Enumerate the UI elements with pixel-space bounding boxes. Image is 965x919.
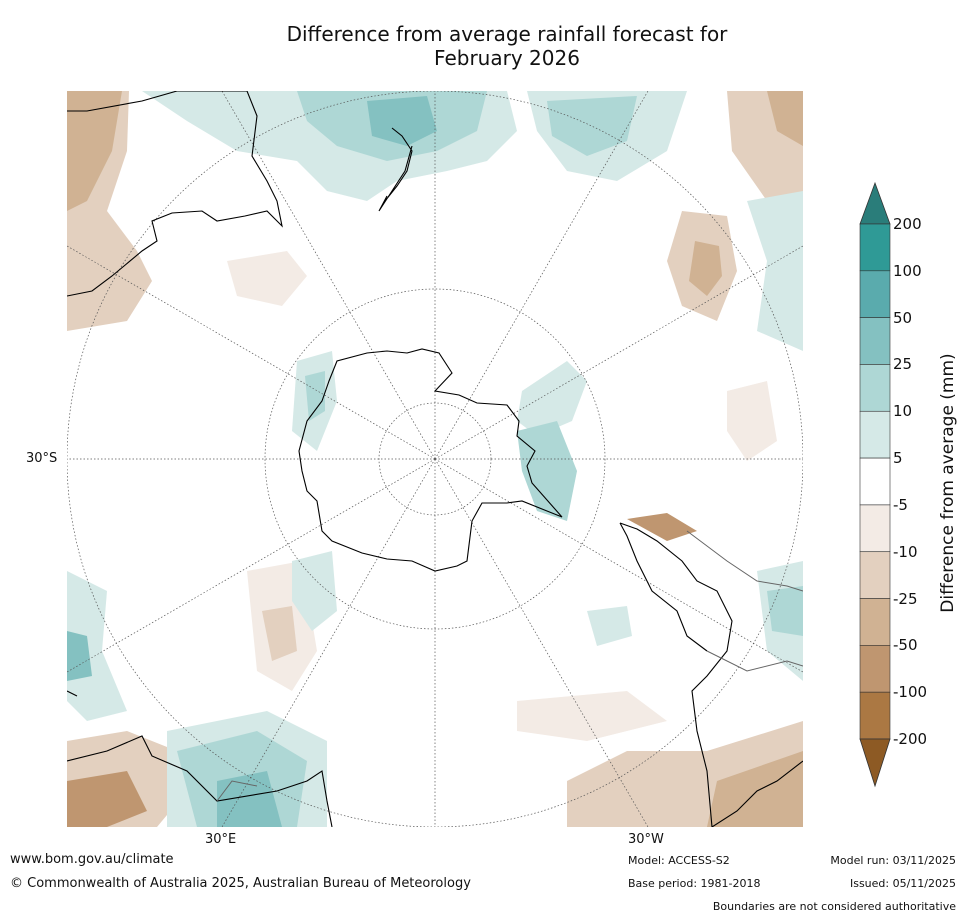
colorbar-tick-label: 25 (893, 355, 913, 374)
issued-text: Issued: 05/11/2025 (849, 877, 956, 890)
chart-title: Difference from average rainfall forecas… (0, 22, 965, 70)
dry-region-ne-core (767, 91, 803, 146)
dry-region-east-pacific-small (727, 381, 777, 461)
website-text: www.bom.gov.au/climate (10, 852, 174, 867)
colorbar-extend-over (859, 181, 891, 225)
dry-region-indian (227, 251, 307, 306)
model-run-text: Model run: 03/11/2025 (830, 854, 956, 867)
dry-region-andes (627, 513, 697, 541)
model-text: Model: ACCESS-S2 (628, 854, 730, 867)
borders (216, 530, 803, 802)
colorbar-segment (859, 504, 891, 553)
wet-region-se-pacific-core (767, 586, 803, 636)
title-line-1: Difference from average rainfall forecas… (286, 22, 728, 46)
coastlines (67, 91, 803, 827)
colorbar-tick-label: -10 (893, 542, 918, 561)
dry-region-south-pacific-band (517, 691, 667, 741)
wet-region-se-pacific-small (587, 606, 632, 646)
wet-region-pacific-north-core (547, 96, 637, 156)
colorbar-tick-label: -50 (893, 636, 918, 655)
colorbar-tick-label: 5 (893, 449, 903, 468)
colorbar (859, 181, 891, 788)
wet-region-south-atlantic-streak (292, 551, 337, 631)
country-border-1 (686, 530, 803, 592)
antarctica-coast (298, 348, 563, 572)
colorbar-tick-label: -200 (893, 730, 928, 748)
colorbar-segment (859, 364, 891, 412)
dry-region-sw-core (67, 771, 147, 827)
copyright-text: © Commonwealth of Australia 2025, Austra… (10, 876, 471, 891)
dry-region-africa-north-core (67, 91, 122, 211)
latitude-label: 30°S (26, 451, 58, 466)
wet-regions (67, 91, 803, 827)
wet-region-southeast-atlantic-core (67, 631, 92, 681)
dry-region-se-core (707, 751, 803, 827)
south-america-east-coast (67, 690, 803, 827)
colorbar-segment (859, 270, 891, 318)
wet-region-south-america-deep (217, 771, 282, 827)
colorbar-segment (859, 691, 891, 740)
colorbar-tick-label: -5 (893, 495, 908, 514)
colorbar-tick-label: 10 (893, 402, 913, 421)
australia-coast (67, 91, 283, 297)
new-zealand-coast (378, 127, 413, 212)
title-line-2: February 2026 (434, 46, 580, 70)
colorbar-segment (859, 317, 891, 365)
country-border-3 (216, 780, 258, 802)
colorbar-tick-label: 50 (893, 308, 913, 327)
colorbar-tick-label: 200 (893, 215, 922, 233)
colorbar-segment (859, 598, 891, 646)
grid (67, 91, 803, 827)
wet-region-weddell-west-core (305, 371, 325, 421)
colorbar-segment (859, 645, 891, 693)
country-border-2 (706, 650, 803, 672)
disclaimer-text: Boundaries are not considered authoritat… (712, 900, 956, 913)
wet-region-southeast-atlantic (67, 571, 127, 721)
colorbar-title: Difference from average (mm) (938, 353, 958, 613)
base-period-text: Base period: 1981-2018 (628, 877, 761, 890)
dry-regions (67, 91, 803, 827)
wet-region-peninsula (517, 421, 577, 521)
wet-region-nz-north (367, 96, 437, 146)
colorbar-segment (859, 223, 891, 272)
wet-region-east-pacific-band (747, 191, 803, 351)
dry-region-pacific-east-core (689, 241, 722, 296)
colorbar-segment (859, 457, 891, 506)
longitude-label-east: 30°E (205, 832, 237, 847)
colorbar-tick-label: 100 (893, 261, 922, 280)
colorbar-tick-label: -100 (893, 683, 928, 702)
south-america-coast (619, 522, 733, 827)
colorbar-tick-label: -25 (893, 589, 918, 608)
colorbar-extend-under (859, 738, 891, 788)
wet-region-amundsen (517, 361, 587, 436)
colorbar-segment (859, 551, 891, 599)
dry-region-south-atlantic-core (262, 606, 297, 661)
longitude-label-west: 30°W (628, 832, 664, 847)
rainfall-map (67, 91, 803, 827)
colorbar-segment (859, 410, 891, 459)
